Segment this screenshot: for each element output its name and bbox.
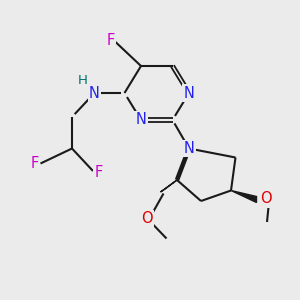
Text: F: F — [94, 165, 103, 180]
Text: F: F — [30, 156, 39, 171]
Text: N: N — [136, 112, 146, 128]
Text: N: N — [184, 85, 194, 100]
Text: F: F — [107, 33, 115, 48]
Text: N: N — [89, 85, 100, 100]
Text: O: O — [141, 211, 153, 226]
Text: N: N — [184, 141, 194, 156]
Polygon shape — [231, 190, 256, 202]
Text: H: H — [78, 74, 88, 88]
Polygon shape — [160, 180, 177, 192]
Text: O: O — [260, 191, 271, 206]
